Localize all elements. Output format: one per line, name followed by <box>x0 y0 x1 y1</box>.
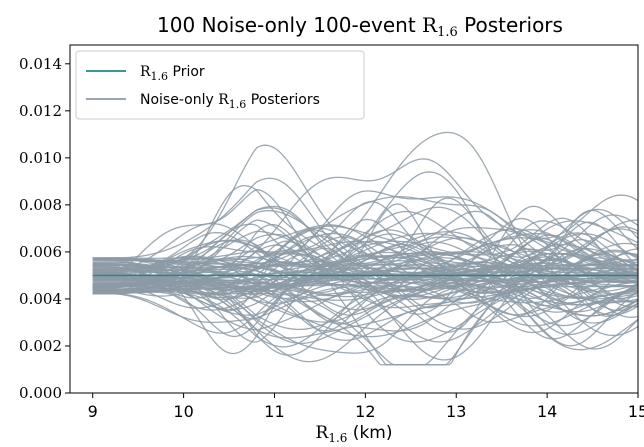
posterior-line <box>92 229 638 304</box>
posterior-lines <box>92 131 638 366</box>
posterior-line <box>92 158 638 268</box>
y-tick-label: 0.006 <box>19 243 62 261</box>
y-tick-label: 0.010 <box>19 149 62 167</box>
x-tick-label: 14 <box>537 402 557 421</box>
posterior-line <box>92 201 638 293</box>
x-tick-label: 13 <box>446 402 466 421</box>
x-axis-label: R1.6 (km) <box>316 423 393 445</box>
plot-area <box>92 131 638 366</box>
x-tick-label: 10 <box>173 402 193 421</box>
legend-label: R1.6 Prior <box>140 64 205 83</box>
posterior-line <box>92 263 638 298</box>
posterior-line <box>92 220 638 287</box>
x-tick-label: 12 <box>355 402 375 421</box>
posterior-line <box>92 240 638 294</box>
posterior-line <box>92 244 638 313</box>
x-tick-label: 15 <box>628 402 644 421</box>
y-tick-label: 0.014 <box>19 55 62 73</box>
y-tick-label: 0.002 <box>19 337 62 355</box>
y-tick-label: 0.008 <box>19 196 62 214</box>
posterior-line <box>92 190 638 266</box>
chart-title: 100 Noise-only 100-event R1.6 Posteriors <box>157 13 563 40</box>
posterior-line <box>92 188 638 293</box>
posterior-line <box>92 235 638 306</box>
y-tick-label: 0.012 <box>19 102 62 120</box>
posterior-line <box>92 251 638 291</box>
y-axis-ticks: 0.000 0.002 0.004 0.006 0.008 0.010 0.012 0.014 <box>19 55 70 402</box>
posterior-line <box>92 285 638 366</box>
axes-frame <box>69 44 639 394</box>
legend-label: Noise-only R1.6 Posteriors <box>140 92 320 111</box>
posterior-line <box>92 205 638 281</box>
y-tick-label: 0.000 <box>19 384 62 402</box>
posterior-line <box>92 217 638 278</box>
legend: R1.6 Prior Noise-only R1.6 Posteriors <box>75 50 365 120</box>
y-tick-label: 0.004 <box>19 290 62 308</box>
legend-entries: R1.6 Prior Noise-only R1.6 Posteriors <box>86 64 320 111</box>
legend-box <box>75 50 365 120</box>
posterior-line <box>92 231 638 355</box>
x-tick-label: 11 <box>264 402 284 421</box>
x-axis-ticks: 9 10 11 12 13 14 15 <box>88 393 644 421</box>
posterior-line <box>92 196 638 296</box>
posterior-line <box>92 255 638 311</box>
posterior-line <box>92 177 638 312</box>
x-tick-label: 9 <box>88 402 98 421</box>
posterior-line <box>92 243 638 363</box>
